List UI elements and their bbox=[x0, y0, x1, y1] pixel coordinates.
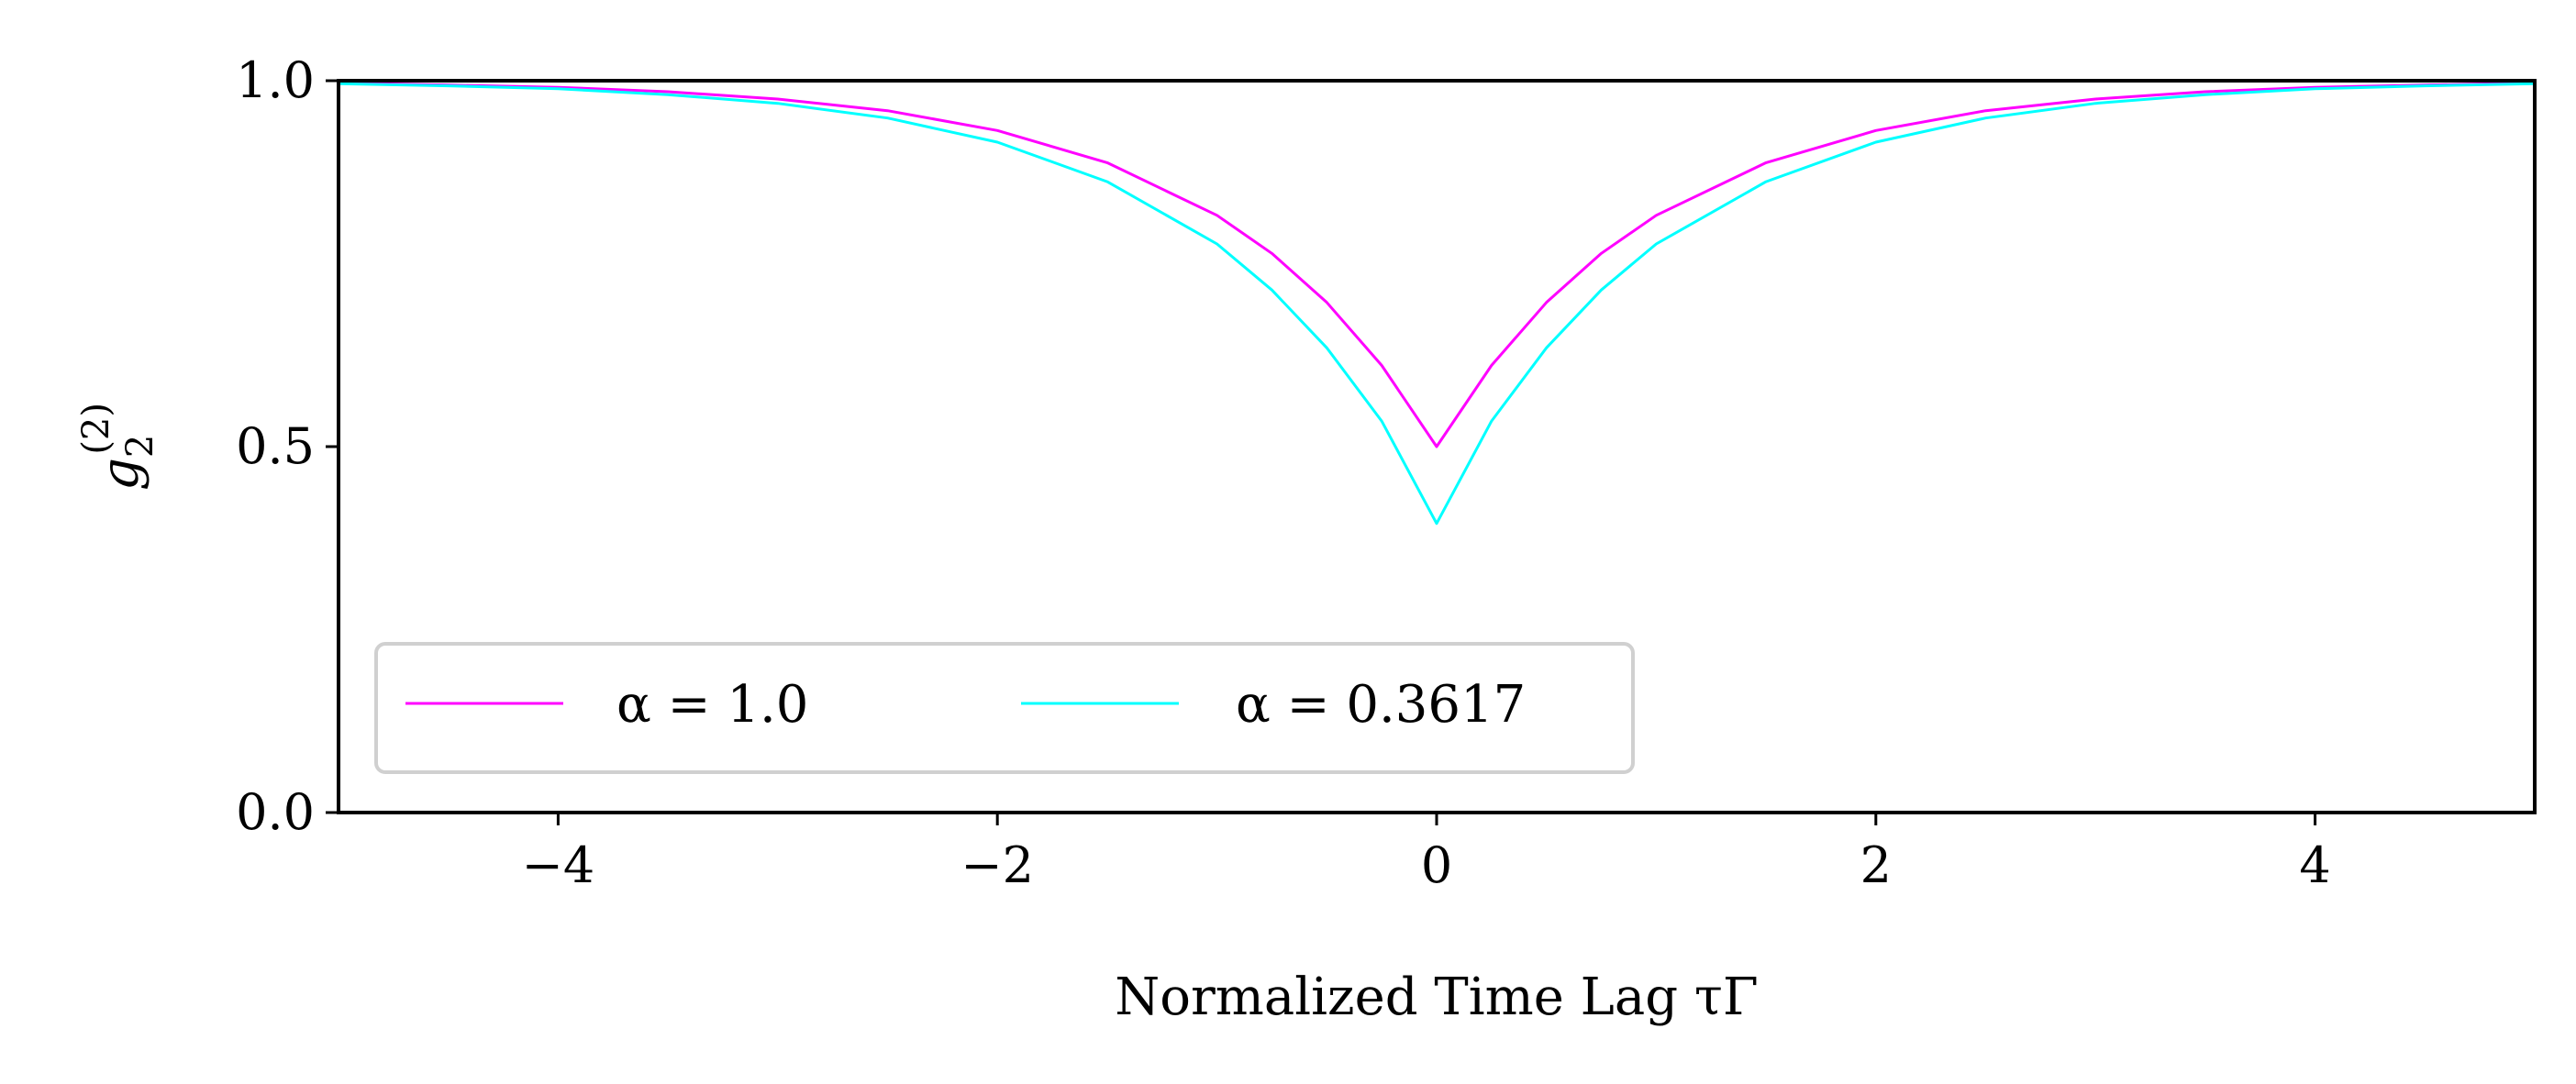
series-line-1 bbox=[338, 82, 2536, 525]
svg-text:g2(2): g2(2) bbox=[75, 403, 161, 491]
y-axis: 0.0 0.5 1.0 bbox=[236, 51, 339, 841]
y-axis-label-subscript: 2 bbox=[119, 435, 161, 458]
x-axis-label: Normalized Time Lag τΓ bbox=[1115, 968, 1758, 1027]
x-tick-label: 4 bbox=[2299, 836, 2330, 894]
legend-label-alpha-0.3617: α = 0.3617 bbox=[1236, 675, 1526, 735]
legend-label-alpha-1: α = 1.0 bbox=[616, 675, 808, 735]
y-tick-label: 1.0 bbox=[236, 51, 315, 109]
y-axis-label: g2(2) bbox=[75, 403, 161, 491]
y-axis-label-superscript: (2) bbox=[75, 403, 117, 455]
x-tick-label: −2 bbox=[960, 836, 1034, 894]
legend: α = 1.0 α = 0.3617 bbox=[374, 642, 1635, 774]
x-tick-label: 0 bbox=[1421, 836, 1452, 894]
x-axis: −4 −2 0 2 4 bbox=[522, 813, 2331, 894]
y-tick-label: 0.5 bbox=[236, 417, 315, 475]
series-line-0 bbox=[338, 81, 2536, 448]
y-axis-label-base: g bbox=[91, 458, 150, 491]
x-tick-label: −4 bbox=[522, 836, 595, 894]
legend-box bbox=[374, 642, 1635, 774]
series-layer bbox=[338, 81, 2536, 525]
x-tick-label: 2 bbox=[1860, 836, 1892, 894]
y-tick-label: 0.0 bbox=[236, 783, 315, 841]
